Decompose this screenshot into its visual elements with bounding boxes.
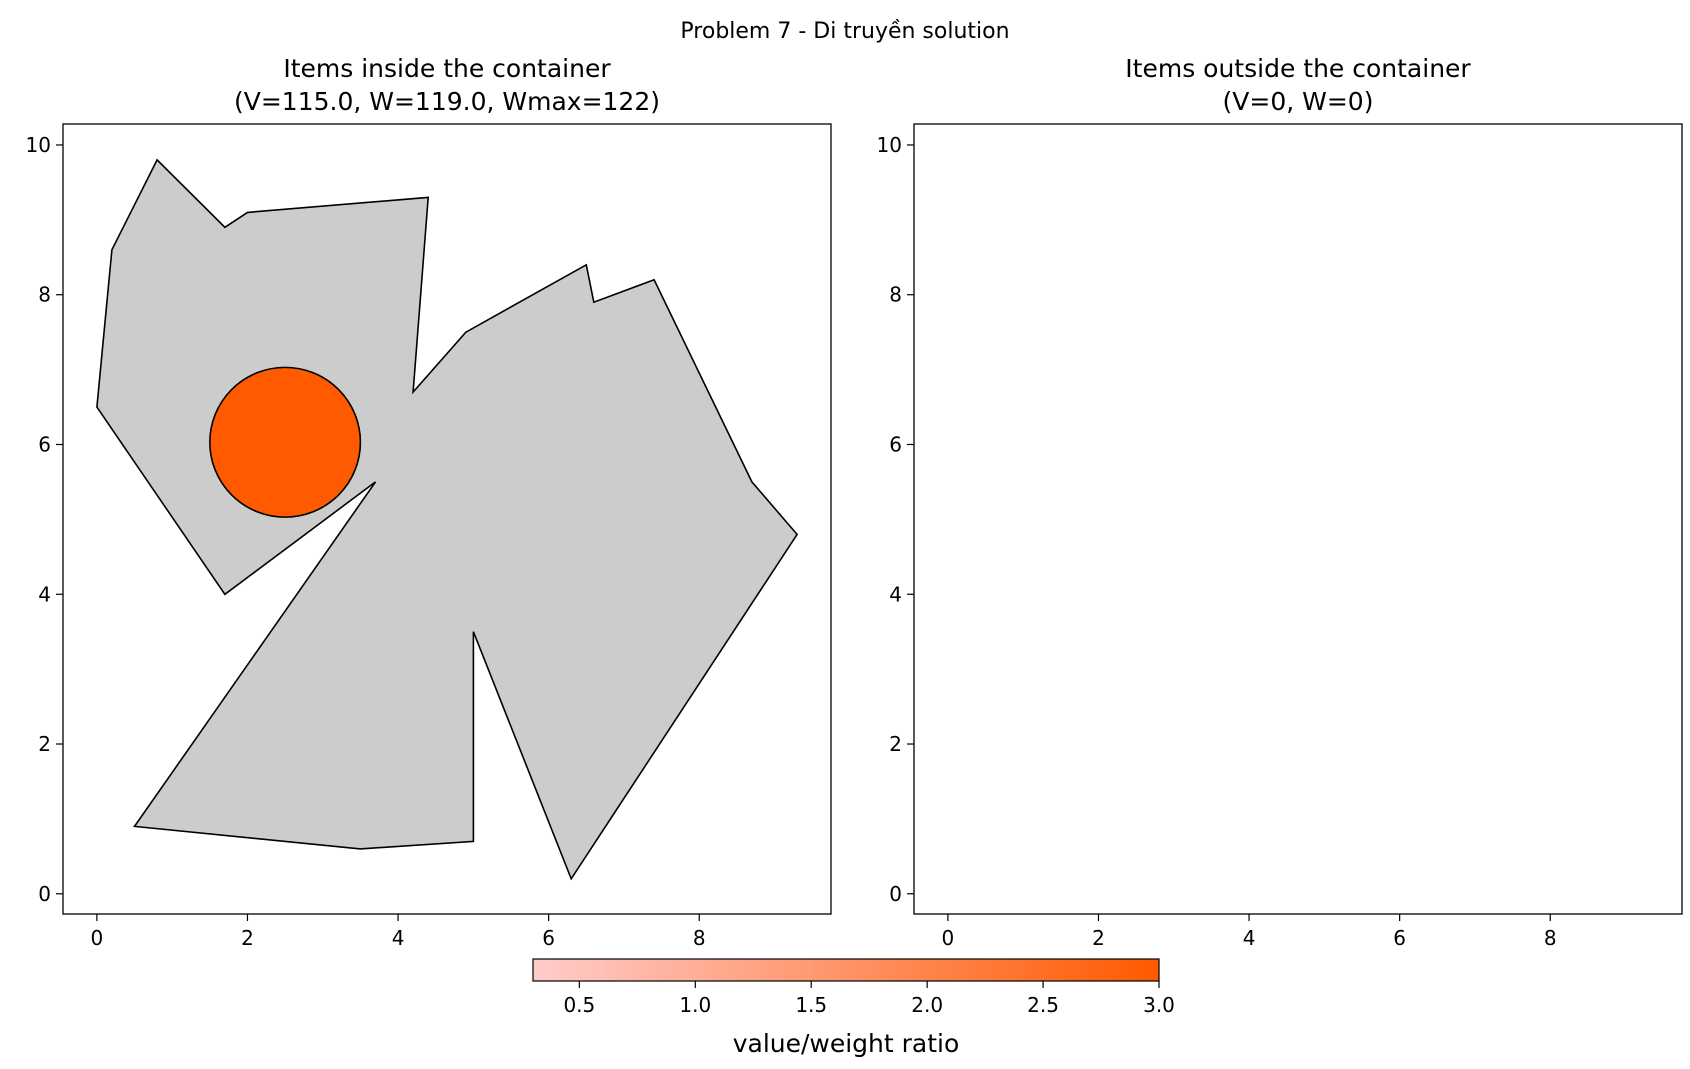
panel-inside-ytick-label: 4 [38, 582, 51, 606]
panel-outside-ytick-label: 10 [877, 133, 902, 157]
panel-outside-xtick-label: 0 [942, 926, 955, 950]
panel-inside-ticks: 0 2 4 6 8 0 2 4 6 8 10 [26, 133, 706, 950]
panel-outside-ytick-label: 6 [889, 432, 902, 456]
colorbar-tick-label: 1.0 [679, 993, 711, 1017]
panel-inside-xtick-label: 2 [241, 926, 254, 950]
panel-outside-ytick-label: 0 [889, 882, 902, 906]
colorbar-tick-label: 1.5 [795, 993, 827, 1017]
panel-outside-xtick-label: 4 [1243, 926, 1256, 950]
panel-inside-xtick-label: 8 [693, 926, 706, 950]
panel-inside-xtick-label: 0 [91, 926, 104, 950]
panel-outside-xtick-label: 6 [1393, 926, 1406, 950]
colorbar-ticks: 0.5 1.0 1.5 2.0 2.5 3.0 [563, 981, 1175, 1017]
panel-inside-xtick-label: 6 [542, 926, 555, 950]
colorbar-label: value/weight ratio [733, 1029, 960, 1058]
container-polygon [96, 158, 799, 881]
panel-outside-title-line1: Items outside the container [1125, 54, 1471, 83]
panel-outside-xtick-label: 8 [1544, 926, 1557, 950]
panel-outside-axes-frame [913, 123, 1683, 915]
panel-outside: Items outside the container (V=0, W=0) 0… [877, 54, 1683, 950]
panel-outside-ticks: 0 2 4 6 8 0 2 4 6 8 10 [877, 133, 1557, 950]
item-circle [209, 366, 362, 518]
panel-inside-axes-frame [62, 123, 832, 915]
panel-inside-ytick-label: 0 [38, 882, 51, 906]
panel-inside-ytick-label: 8 [38, 283, 51, 307]
panel-inside-ytick-label: 6 [38, 432, 51, 456]
panel-outside-ytick-label: 2 [889, 732, 902, 756]
colorbar-tick-label: 2.5 [1027, 993, 1059, 1017]
colorbar-tick-label: 3.0 [1143, 993, 1175, 1017]
panel-inside-title-line1: Items inside the container [283, 54, 611, 83]
colorbar-gradient [532, 958, 1160, 982]
colorbar-tick-label: 0.5 [563, 993, 595, 1017]
colorbar-tick-label: 2.0 [911, 993, 943, 1017]
colorbar: 0.5 1.0 1.5 2.0 2.5 3.0 value/weight ratio [532, 958, 1175, 1058]
panel-inside-ytick-label: 10 [26, 133, 51, 157]
figure-suptitle: Problem 7 - Di truyền solution [680, 19, 1009, 44]
panel-outside-ytick-label: 4 [889, 582, 902, 606]
panel-inside-xtick-label: 4 [392, 926, 405, 950]
panel-inside-title-line2: (V=115.0, W=119.0, Wmax=122) [234, 87, 660, 116]
panel-outside-title-line2: (V=0, W=0) [1223, 87, 1374, 116]
panel-inside-ytick-label: 2 [38, 732, 51, 756]
panel-outside-ytick-label: 8 [889, 283, 902, 307]
panel-outside-xtick-label: 2 [1092, 926, 1105, 950]
panel-inside-plot-area [96, 158, 799, 881]
panel-inside: Items inside the container (V=115.0, W=1… [26, 54, 832, 950]
